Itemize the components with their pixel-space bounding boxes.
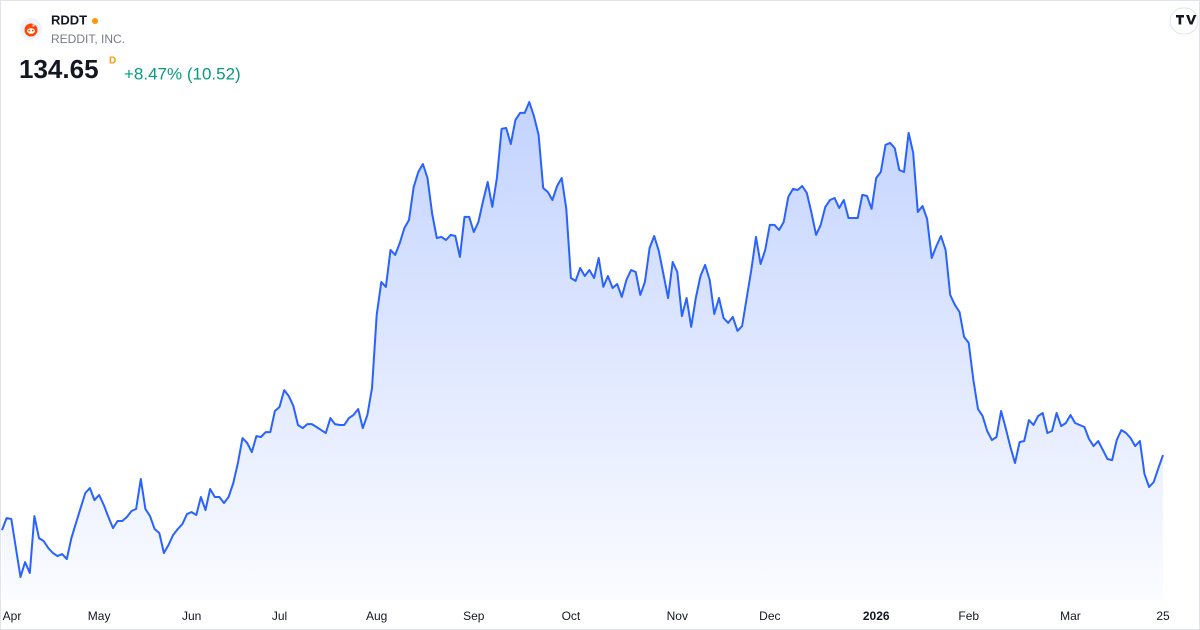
status-dot <box>92 18 98 24</box>
x-tick-label: Mar <box>1060 609 1081 623</box>
area-fill <box>2 102 1163 600</box>
x-tick-label: May <box>88 609 111 623</box>
x-tick-label: Dec <box>759 609 780 623</box>
company-name: REDDIT, INC. <box>51 32 125 46</box>
x-tick-label: Sep <box>463 609 485 623</box>
x-tick-label: Nov <box>667 609 688 623</box>
x-tick-label: Jul <box>272 609 287 623</box>
x-tick-label: Apr <box>3 609 22 623</box>
x-tick-label: Feb <box>958 609 979 623</box>
plot-area <box>1 101 1164 600</box>
price: 134.65 <box>19 54 99 84</box>
brand-logo[interactable] <box>1169 7 1199 35</box>
interval: D <box>109 56 116 67</box>
x-tick-label: 25 <box>1156 609 1170 623</box>
x-axis: Apr May Jun Jul Aug Sep Oct Nov Dec 2026 Feb Mar 25 <box>3 609 1170 623</box>
price-line <box>1 101 1164 578</box>
price-change: +8.47% (10.52) <box>124 64 241 83</box>
x-tick-label: 2026 <box>863 609 890 623</box>
x-tick-label: Oct <box>562 609 581 623</box>
x-tick-label: Jun <box>182 609 201 623</box>
symbol-logo <box>20 18 42 40</box>
symbol: RDDT <box>51 12 87 27</box>
x-tick-label: Aug <box>366 609 387 623</box>
